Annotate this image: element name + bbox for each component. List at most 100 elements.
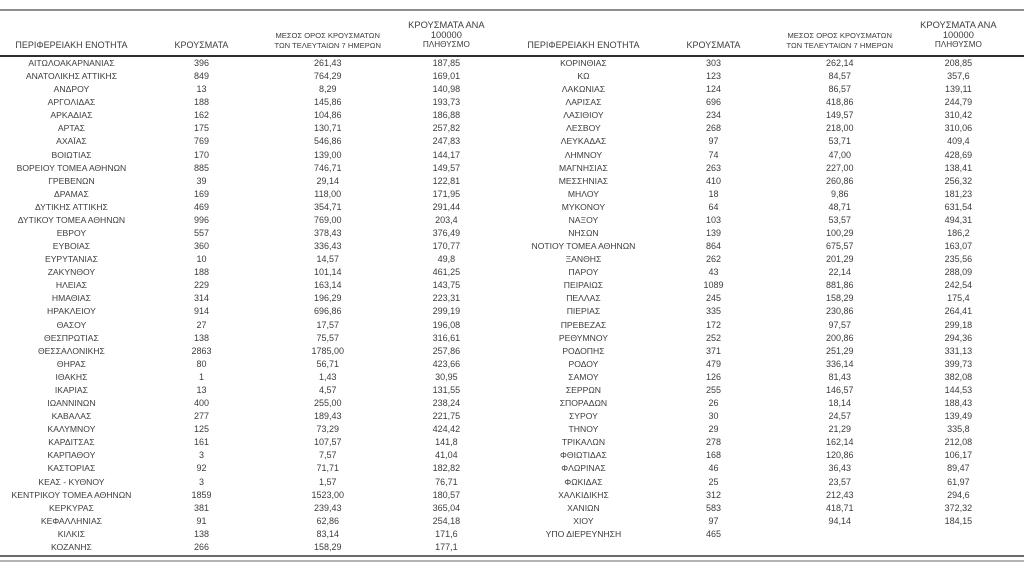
column-header-per100k: ΚΡΟΥΣΜΑΤΑ ΑΝΑ 100000 ΠΛΗΘΥΣΜΟ	[393, 20, 499, 53]
cases-cell: 360	[193, 241, 209, 252]
per100k-cell: 131,55	[432, 384, 461, 395]
per100k-cell: 138,41	[944, 162, 973, 173]
avg7-cell: 97,57	[828, 319, 851, 330]
region-cell: ΘΕΣΠΡΩΤΙΑΣ	[44, 332, 99, 343]
table-row: ΛΑΣΙΘΙΟΥ 234 149,57 310,42	[514, 109, 1019, 122]
per100k-cell: 223,31	[432, 293, 461, 304]
per100k-cell: 631,54	[944, 201, 973, 212]
table-row: ΧΙΟΥ 97 94,14 184,15	[514, 515, 1019, 528]
column-header-per100k-line1: ΚΡΟΥΣΜΑΤΑ ΑΝΑ 100000	[408, 20, 485, 40]
region-cell: ΚΑΡΔΙΤΣΑΣ	[48, 437, 95, 448]
region-cell: ΥΠΟ ΔΙΕΡΕΥΝΗΣΗ	[545, 528, 622, 539]
region-cell: ΛΑΣΙΘΙΟΥ	[563, 110, 604, 121]
cases-cell: 13	[196, 84, 207, 95]
avg7-cell: 354,71	[313, 201, 342, 212]
table-row: ΜΥΚΟΝΟΥ 64 48,71 631,54	[514, 201, 1019, 214]
per100k-cell: 310,06	[944, 123, 973, 134]
table-row: ΑΙΤΩΛΟΑΚΑΡΝΑΝΙΑΣ 396 261,43 187,85	[2, 57, 507, 70]
cases-cell: 396	[193, 58, 209, 68]
avg7-cell: 83,14	[316, 528, 339, 539]
avg7-cell: 36,43	[828, 463, 851, 474]
avg7-cell: 546,86	[313, 136, 342, 147]
region-cell: ΠΕΛΛΑΣ	[566, 293, 601, 304]
table-row: ΡΟΔΟΥ 479 336,14 399,73	[514, 358, 1019, 371]
avg7-cell: 675,57	[825, 241, 854, 252]
avg7-cell: 196,29	[313, 293, 342, 304]
per100k-cell: 331,13	[944, 345, 973, 356]
per100k-cell: 212,08	[944, 437, 973, 448]
per100k-cell: 144,53	[944, 384, 973, 395]
per100k-cell: 494,31	[944, 214, 973, 225]
avg7-cell: 21,29	[828, 424, 851, 435]
table-row: ΛΗΜΝΟΥ 74 47,00 428,69	[514, 149, 1019, 162]
table-row: ΚΕΦΑΛΛΗΝΙΑΣ 91 62,86 254,18	[2, 515, 507, 528]
cases-cell: 769	[193, 136, 209, 147]
cases-cell: 188	[193, 97, 209, 108]
table-row: ΚΑΒΑΛΑΣ 277 189,43 221,75	[2, 410, 507, 423]
avg7-cell: 86,57	[828, 84, 851, 95]
column-header-avg7-line1: ΜΕΣΟΣ ΟΡΟΣ ΚΡΟΥΣΜΑΤΩΝ	[787, 31, 892, 40]
region-cell: ΡΟΔΟΠΗΣ	[562, 345, 605, 356]
cases-cell: 39	[196, 175, 207, 186]
region-cell: ΒΟΙΩΤΙΑΣ	[51, 149, 92, 160]
cases-cell: 27	[196, 319, 207, 330]
avg7-cell: 56,71	[316, 358, 339, 369]
cases-cell: 465	[705, 528, 721, 539]
per100k-cell: 186,2	[947, 228, 970, 239]
table-row: ΚΙΛΚΙΣ 138 83,14 171,6	[2, 528, 507, 541]
cases-cell: 914	[193, 306, 209, 317]
avg7-cell: 53,57	[828, 214, 851, 225]
cases-cell: 278	[705, 437, 721, 448]
cases-cell: 10	[196, 254, 207, 265]
per100k-cell: 61,97	[947, 476, 970, 487]
region-cell: ΤΡΙΚΑΛΩΝ	[561, 437, 606, 448]
region-cell: ΔΥΤΙΚΟΥ ΤΟΜΕΑ ΑΘΗΝΩΝ	[17, 214, 126, 225]
cases-cell: 996	[193, 214, 209, 225]
table-row: ΦΩΚΙΔΑΣ 25 23,57 61,97	[514, 476, 1019, 489]
region-cell: ΤΗΝΟΥ	[568, 424, 599, 435]
avg7-cell: 158,29	[313, 541, 342, 552]
per100k-cell: 144,17	[432, 149, 461, 160]
avg7-cell: 227,00	[825, 162, 854, 173]
per100k-cell: 423,66	[432, 358, 461, 369]
table-row: ΘΕΣΣΑΛΟΝΙΚΗΣ 2863 1785,00 257,86	[2, 345, 507, 358]
per100k-cell: 171,6	[435, 528, 458, 539]
cases-cell: 885	[193, 162, 209, 173]
per100k-cell: 181,23	[944, 188, 973, 199]
region-cell: ΛΑΚΩΝΙΑΣ	[561, 84, 606, 95]
column-header-per100k-line2: ΠΛΗΘΥΣΜΟ	[934, 40, 982, 49]
table-row: ΕΥΡΥΤΑΝΙΑΣ 10 14,57 49,8	[2, 253, 507, 266]
avg7-cell: 7,57	[318, 450, 337, 461]
cases-cell: 335	[705, 306, 721, 317]
per100k-cell: 357,6	[947, 71, 970, 82]
region-cell: ΚΩ	[577, 71, 590, 82]
region-cell: ΔΡΑΜΑΣ	[54, 188, 89, 199]
table-row: ΔΥΤΙΚΗΣ ΑΤΤΙΚΗΣ 469 354,71 291,44	[2, 201, 507, 214]
column-header-per100k-line2: ΠΛΗΘΥΣΜΟ	[422, 40, 470, 49]
per100k-cell: 294,6	[947, 489, 970, 500]
region-cell: ΜΗΛΟΥ	[567, 188, 599, 199]
per100k-cell: 41,04	[435, 450, 458, 461]
region-cell: ΑΙΤΩΛΟΑΚΑΡΝΑΝΙΑΣ	[28, 58, 115, 68]
region-cell: ΚΑΛΥΜΝΟΥ	[47, 424, 96, 435]
region-cell: ΚΑΡΠΑΘΟΥ	[47, 450, 96, 461]
per100k-cell: 291,44	[432, 201, 461, 212]
region-cell: ΦΩΚΙΔΑΣ	[564, 476, 603, 487]
avg7-cell: 73,29	[316, 424, 339, 435]
per100k-cell: 254,18	[432, 515, 461, 526]
cases-cell: 266	[193, 541, 209, 552]
region-cell: ΓΡΕΒΕΝΩΝ	[48, 175, 95, 186]
per100k-cell: 221,75	[432, 411, 461, 422]
region-cell: ΗΛΕΙΑΣ	[55, 280, 87, 291]
avg7-cell: 260,86	[825, 175, 854, 186]
avg7-cell: 149,57	[825, 110, 854, 121]
avg7-cell: 261,43	[313, 58, 342, 68]
region-cell: ΝΟΤΙΟΥ ΤΟΜΕΑ ΑΘΗΝΩΝ	[531, 241, 636, 252]
table-row: ΑΡΤΑΣ 175 130,71 257,82	[2, 122, 507, 135]
table-row: ΔΥΤΙΚΟΥ ΤΟΜΕΑ ΑΘΗΝΩΝ 996 769,00 203,4	[2, 214, 507, 227]
region-cell: ΦΘΙΩΤΙΔΑΣ	[560, 450, 607, 461]
avg7-cell: 22,14	[828, 267, 851, 278]
avg7-cell: 9,86	[830, 188, 849, 199]
per100k-cell: 256,32	[944, 175, 973, 186]
